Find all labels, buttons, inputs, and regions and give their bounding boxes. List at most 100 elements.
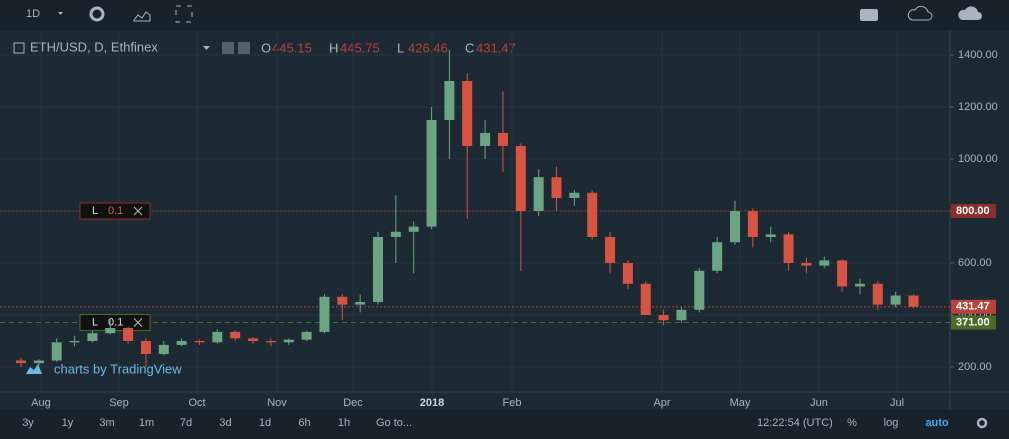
scale-option[interactable]: auto (925, 417, 949, 429)
price-label: 431.47 (956, 301, 990, 313)
candle-body (283, 339, 294, 343)
x-tick-label: Jun (810, 397, 828, 409)
x-tick-label: Feb (503, 397, 522, 409)
candle-body (16, 360, 26, 364)
range-button[interactable]: 1d (259, 417, 271, 429)
price-label-box (951, 315, 996, 330)
range-button[interactable]: 3m (99, 417, 114, 429)
price-label-box (951, 299, 996, 314)
candle-body (158, 344, 169, 354)
candle-body (408, 226, 419, 232)
candle-body (551, 177, 562, 198)
interval-caret[interactable] (58, 12, 63, 15)
candle-body (462, 81, 473, 146)
y-tick-label: 1200.00 (958, 101, 998, 113)
ohlc-value: 431.47 (476, 40, 516, 55)
candle-body (390, 231, 401, 237)
settings-icon[interactable] (976, 417, 988, 429)
order-box (79, 202, 151, 220)
save-icon[interactable] (958, 6, 982, 20)
candle-body (123, 328, 134, 341)
symbol-title[interactable]: ETH/USD, D, Ethfinex (30, 39, 158, 54)
candle-body (837, 260, 848, 287)
x-tick-label: Jul (890, 397, 904, 409)
range-button[interactable]: 1m (139, 417, 154, 429)
candle-body (337, 296, 348, 305)
y-tick-label: 200.00 (958, 361, 992, 373)
candle-body (69, 341, 80, 343)
candle-body (265, 341, 276, 343)
candle-body (373, 237, 383, 302)
ohlc-label: O (261, 40, 271, 55)
order-line[interactable]: L 0.1 (79, 202, 151, 220)
candle-body (908, 295, 919, 307)
symbol-caret[interactable] (203, 46, 210, 50)
x-tick-label: Apr (653, 397, 670, 409)
fullscreen-icon[interactable] (175, 5, 193, 23)
y-tick-label: 600.00 (958, 257, 992, 269)
range-button[interactable]: 3y (22, 417, 34, 429)
candle-body (605, 237, 616, 263)
interval-button[interactable]: 1D (26, 8, 40, 20)
legend-icon[interactable] (238, 42, 250, 54)
order-side: L (92, 316, 98, 328)
ohlc-value: 445.75 (340, 40, 380, 55)
candle-body (444, 81, 455, 120)
candle-body (533, 177, 544, 211)
range-button[interactable]: 1h (338, 417, 350, 429)
candle-body (819, 260, 830, 266)
order-close[interactable] (133, 318, 143, 327)
candle-body (658, 315, 669, 321)
bottom-toolbar (0, 410, 1009, 439)
goto-button[interactable]: Go to... (376, 417, 412, 429)
order-close[interactable] (133, 206, 143, 216)
candle-body (33, 360, 44, 364)
scale-option[interactable]: % (847, 417, 857, 429)
candle-body (497, 133, 508, 146)
candle-body (355, 302, 366, 305)
candle-body (87, 333, 98, 341)
collapse-icon[interactable] (13, 42, 25, 54)
range-button[interactable]: 1y (62, 417, 74, 429)
range-button[interactable]: 3d (219, 417, 231, 429)
order-qty: 0.1 (108, 316, 123, 328)
top-toolbar (0, 0, 1009, 30)
candle-body (230, 331, 241, 339)
order-line[interactable]: L 0.1 (79, 314, 151, 332)
candle-body (105, 328, 116, 334)
price-label: 371.00 (956, 316, 990, 328)
x-tick-label: May (730, 397, 751, 409)
x-tick-label: 2018 (420, 397, 444, 409)
candle-body (640, 283, 651, 315)
ohlc-label: C (465, 40, 474, 55)
ohlc-label: H (329, 40, 338, 55)
candle-body (694, 270, 705, 310)
y-tick-label: 1400.00 (958, 49, 998, 61)
range-button[interactable]: 7d (180, 417, 192, 429)
candle-body (51, 342, 62, 361)
candle-body (747, 211, 758, 237)
candle-body (515, 146, 526, 211)
candle-body (730, 211, 740, 243)
x-tick-label: Nov (267, 397, 287, 409)
scale-option[interactable]: log (884, 417, 899, 429)
range-button[interactable]: 6h (298, 417, 310, 429)
candle-body (854, 283, 865, 287)
clock: 12:22:54 (UTC) (757, 417, 833, 429)
candle-body (176, 341, 187, 345)
ohlc-value: 426.46 (408, 40, 448, 55)
settings-icon[interactable] (89, 6, 105, 22)
x-tick-label: Oct (188, 397, 205, 409)
indicators-icon[interactable] (133, 11, 151, 22)
watermark[interactable]: charts by TradingView (54, 361, 182, 376)
ohlc-value: 445.15 (272, 40, 312, 55)
x-tick-label: Dec (343, 397, 363, 409)
snapshot-icon[interactable] (860, 9, 878, 21)
legend-icon[interactable] (222, 42, 234, 54)
load-icon[interactable] (907, 5, 933, 21)
candle-body (587, 192, 598, 237)
candle-body (248, 338, 259, 341)
candle-body (480, 133, 491, 146)
